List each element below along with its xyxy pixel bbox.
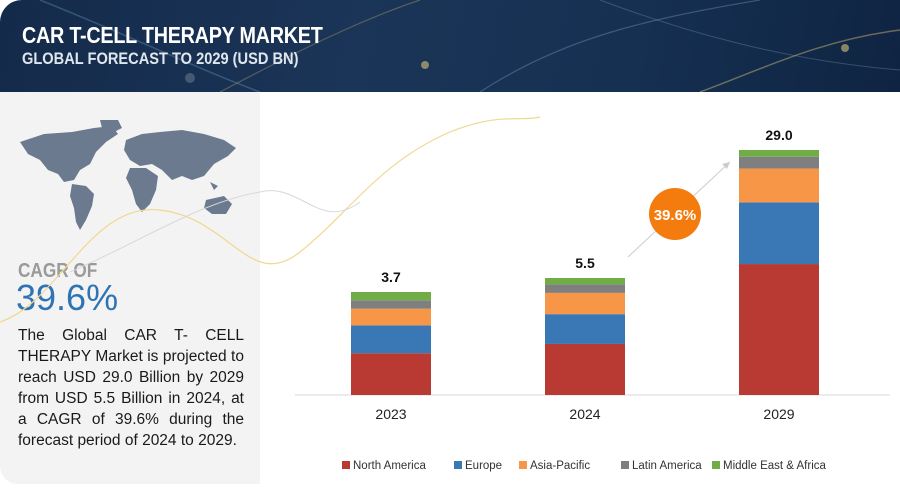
bar-segment-2023-north-america <box>351 353 431 395</box>
bar-segment-2029-europe <box>739 202 819 265</box>
decorative-fibers-icon <box>39 0 900 92</box>
page-subtitle: GLOBAL FORECAST TO 2029 (USD BN) <box>22 49 299 68</box>
bar-segment-2023-asia-pacific <box>351 308 431 326</box>
legend-swatch-latin-america <box>621 461 629 469</box>
cagr-arrow-head-icon <box>722 162 730 169</box>
legend-swatch-middle-east-africa <box>712 461 720 469</box>
bar-segment-2029-north-america <box>739 264 819 395</box>
bar-segment-2029-middle-east-africa <box>739 150 819 157</box>
stacked-bar-chart: 3.7 2023 5.5 2024 29.0 2029 39.6% North America… <box>295 127 890 472</box>
bar-segment-2023-europe <box>351 325 431 354</box>
cagr-bubble <box>649 188 701 240</box>
legend-label-asia-pacific: Asia-Pacific <box>530 460 590 472</box>
bar-segment-2024-asia-pacific <box>545 292 625 315</box>
bar-segment-2024-latin-america <box>545 284 625 293</box>
legend-label-north-america: North America <box>353 460 426 472</box>
cagr-value: 39.6% <box>16 277 119 318</box>
legend-swatch-asia-pacific <box>519 461 527 469</box>
bar-segment-2024-north-america <box>545 343 625 395</box>
total-label-2023: 3.7 <box>381 269 401 285</box>
bar-segment-2024-europe <box>545 314 625 344</box>
bar-segment-2023-latin-america <box>351 300 431 309</box>
world-map-icon <box>20 120 236 230</box>
market-description: The Global CAR T- CELL THERAPY Market is… <box>18 327 244 449</box>
legend-label-europe: Europe <box>465 460 502 472</box>
total-label-2029: 29.0 <box>765 127 792 143</box>
bar-segment-2024-middle-east-africa <box>545 278 625 285</box>
bar-segment-2029-asia-pacific <box>739 168 819 203</box>
x-tick-label-2024: 2024 <box>569 406 600 422</box>
legend-label-middle-east-africa: Middle East & Africa <box>723 460 827 472</box>
page-title: CAR T-CELL THERAPY MARKET <box>22 22 323 48</box>
legend-label-latin-america: Latin America <box>632 460 702 472</box>
header-banner: CAR T-CELL THERAPY MARKET GLOBAL FORECAS… <box>0 0 900 92</box>
legend-swatch-north-america <box>342 461 350 469</box>
legend-swatch-europe <box>454 461 462 469</box>
x-tick-label-2023: 2023 <box>375 406 406 422</box>
bar-segment-2023-middle-east-africa <box>351 292 431 301</box>
bar-segment-2029-latin-america <box>739 156 819 169</box>
total-label-2024: 5.5 <box>575 255 595 271</box>
cagr-bubble-label: 39.6% <box>654 207 697 224</box>
summary-panel: CAGR OF 39.6% The Global CAR T- CELL THE… <box>0 92 260 484</box>
x-tick-label-2029: 2029 <box>763 406 794 422</box>
